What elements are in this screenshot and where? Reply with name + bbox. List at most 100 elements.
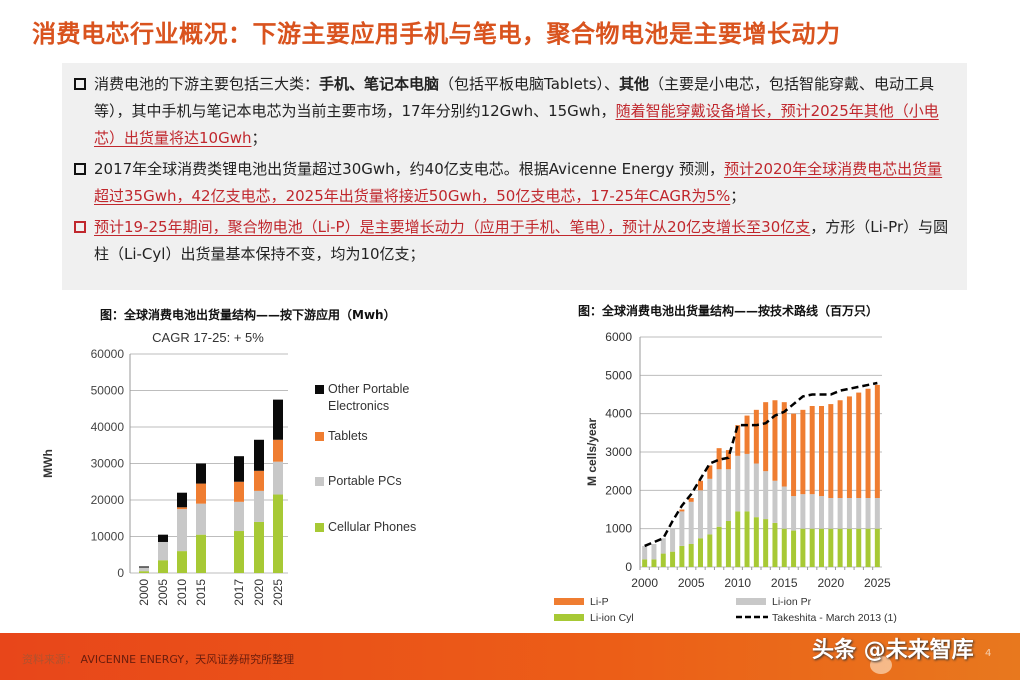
bullet-3-highlight: 预计19-25年期间，聚合物电池（Li-P）是主要增长动力（应用于手机、笔电），… [94,218,811,236]
legend-label: Cellular Phones [328,520,416,534]
bar-segment [837,400,843,498]
bar-segment [698,538,703,567]
bar-segment [735,425,741,456]
bar-segment [744,415,750,454]
bar-segment [763,402,769,472]
bar-segment [139,566,149,568]
bar-segment [791,413,797,497]
bar-segment [273,461,283,495]
svg-text:1000: 1000 [605,522,632,536]
bar-segment [781,402,787,487]
bullet-1-seg-2: （包括平板电脑Tablets）、 [439,75,620,93]
svg-text:2025: 2025 [271,579,285,606]
svg-text:2017: 2017 [232,579,246,606]
legend-label: Portable PCs [328,474,402,488]
legend-label: Other Portable [328,382,409,396]
bar-segment [735,455,741,512]
bar-segment [800,409,806,495]
bar-segment [837,528,843,567]
bar-segment [679,511,685,546]
legend-swatch [315,477,324,486]
bullet-2-highlight: 预计2020年全球消费电芯出货量超过35Gwh，42亿支电芯，2025年出货量将… [94,160,943,205]
svg-text:3000: 3000 [605,445,632,459]
svg-text:2025: 2025 [864,576,891,590]
bullet-2-seg-0: 2017年全球消费类锂电池出货量超过30Gwh，约40亿支电芯。根据Avicen… [94,160,724,178]
source-note: 资料来源： AVICENNE ENERGY，天风证券研究所整理 [22,651,294,667]
company-logo-icon [870,656,892,674]
y-axis-label: MWh [41,449,55,478]
bullet-1-seg-4: （主要是小电芯，包括智能穿戴、电动工具等），其中手机与笔记本电芯为当前主要市场，… [94,75,935,120]
svg-text:20000: 20000 [91,493,125,507]
bar-segment [865,528,871,567]
legend-label: Li-ion Cyl [590,612,634,624]
svg-text:2005: 2005 [678,576,705,590]
right-chart-title: 图：全球消费电池出货量结构——按技术路线（百万只） [578,304,879,318]
bullet-2: 2017年全球消费类锂电池出货量超过30Gwh，约40亿支电芯。根据Avicen… [74,156,953,210]
bar-segment [846,528,852,567]
bar-segment [781,528,787,567]
bar-segment [753,463,759,518]
bar-segment [158,560,168,573]
right-chart: 0 1000 2000 3000 4000 5000 6000 M cells/year 200… [554,330,897,624]
bar-segment [753,517,759,567]
bar-segment [254,521,264,573]
bar-segment [670,551,676,567]
square-bullet-icon [74,78,86,90]
watermark: 头条 @未来智库 [812,638,974,663]
y-axis-label: M cells/year [585,418,599,486]
bar-segment [234,481,244,502]
bullet-1-seg-0: 消费电池的下游主要包括三大类： [94,75,320,93]
bar-segment [874,498,880,529]
bar-segment [716,448,722,470]
bar-segment [688,498,694,502]
bar-segment [642,559,648,567]
bullet-3-seg-1: ，方形（Li-Pr）与圆柱（Li-Cyl）出货量基本保持不变，均为10亿支； [94,218,949,263]
bar-segment [781,486,787,529]
bar-segment [800,528,806,567]
bar-segment [707,534,713,567]
bar-segment [828,498,834,529]
legend-swatch [736,598,766,605]
bar-segment [865,498,871,529]
bar-segment [809,406,815,495]
svg-text:2000: 2000 [605,483,632,497]
takeshita-line [644,381,878,548]
bar-segment [744,511,750,567]
bar-segment [139,571,149,573]
svg-text:0: 0 [117,566,124,580]
legend-label: Takeshita - March 2013 (1) [772,612,897,624]
svg-text:0: 0 [625,560,632,574]
bar-segment [744,453,750,512]
bar-segment [196,534,206,573]
legend-swatch [554,598,584,605]
bar-segment [856,498,862,529]
bar-segment [273,399,283,440]
legend-label: Li-ion Pr [772,596,812,608]
bar-segment [865,388,871,498]
svg-text:30000: 30000 [91,457,125,471]
bullet-1-seg-1: 手机、笔记本电脑 [319,75,440,93]
page-number: 4 [985,648,992,659]
bar-segment [819,496,824,529]
bar-segment [809,494,815,529]
bar-segment [716,526,722,567]
bar-segment [846,498,852,529]
bar-segment [725,469,731,521]
bar-segment [828,404,834,498]
svg-text:2010: 2010 [175,579,189,606]
bar-segment [139,567,149,572]
bullet-1: 消费电池的下游主要包括三大类：手机、笔记本电脑（包括平板电脑Tablets）、其… [74,71,953,152]
bar-segment [234,456,244,482]
svg-text:2020: 2020 [817,576,844,590]
svg-text:60000: 60000 [91,347,125,361]
svg-text:4000: 4000 [605,407,632,421]
bar-segment [874,528,880,567]
source-text: AVICENNE ENERGY，天风证券研究所整理 [80,653,295,666]
bar-segment [828,528,834,567]
footer-bar: 资料来源： AVICENNE ENERGY，天风证券研究所整理 [0,633,1020,680]
left-chart-title: 图：全球消费电池出货量结构——按下游应用（Mwh） [100,308,396,322]
bullet-3: 预计19-25年期间，聚合物电池（Li-P）是主要增长动力（应用于手机、笔电），… [74,214,953,268]
bar-segment [819,528,824,567]
bullet-1-seg-6: ； [251,129,267,147]
chart-subtitle: CAGR 17-25: + 5% [152,330,264,345]
